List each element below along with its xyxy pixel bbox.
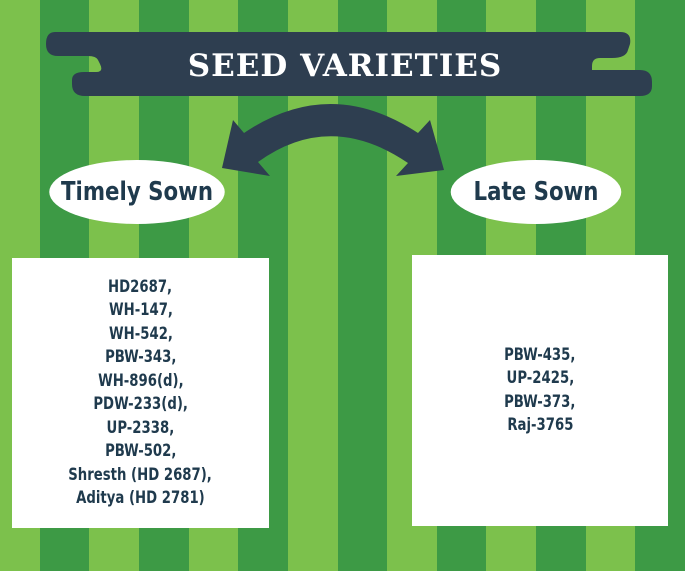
ribbon-banner-icon	[46, 32, 652, 96]
variety-item: Aditya (HD 2781)	[76, 488, 205, 508]
variety-item: UP-2338,	[106, 417, 175, 438]
page-title: SEED VARIETIES	[187, 48, 503, 84]
variety-item: PBW-435,	[504, 344, 576, 365]
variety-item: WH-542,	[108, 323, 173, 344]
variety-item: PBW-343,	[104, 347, 177, 367]
variety-item: HD2687,	[108, 276, 173, 297]
timely-sown-label: Timely Sown	[49, 160, 225, 224]
variety-item: WH-147,	[108, 300, 173, 320]
variety-item: PBW-373,	[504, 391, 576, 412]
variety-item: PDW-233(d),	[93, 394, 188, 414]
variety-item: UP-2425,	[506, 368, 574, 388]
timely-sown-varieties-box: HD2687, WH-147, WH-542, PBW-343, WH-896(d), P…	[12, 258, 269, 528]
double-headed-curved-arrow-icon	[222, 104, 444, 176]
variety-item: PBW-502,	[104, 441, 177, 461]
variety-item: Shresth (HD 2687),	[68, 464, 213, 485]
variety-item: WH-896(d),	[97, 370, 184, 391]
variety-item: Raj-3765	[506, 415, 574, 435]
late-sown-varieties-box: PBW-435, UP-2425, PBW-373, Raj-3765	[412, 255, 668, 526]
late-sown-label: Late Sown	[450, 160, 622, 224]
